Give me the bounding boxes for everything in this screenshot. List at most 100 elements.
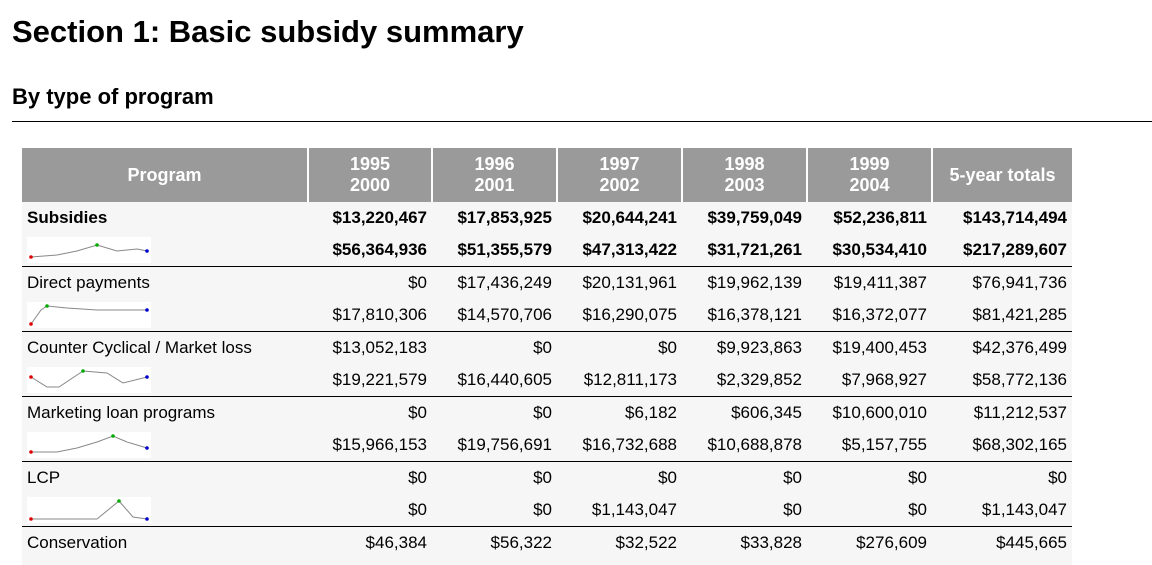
sparkline bbox=[27, 432, 151, 458]
value-cell: $0 bbox=[682, 461, 807, 494]
value-cell: $0 bbox=[432, 461, 557, 494]
value-cell: $5,157,755 bbox=[841, 435, 927, 454]
value-cell: $0 bbox=[308, 396, 432, 429]
sparkline-end bbox=[145, 446, 149, 450]
value-cell: $0 bbox=[308, 461, 432, 494]
divider bbox=[12, 121, 1152, 122]
program-cell bbox=[22, 234, 308, 267]
table-row: Subsidies $13,220,467 $17,853,925 $20,644,2… bbox=[22, 202, 1072, 234]
sparkline-start bbox=[29, 450, 33, 454]
value-cell: $17,810,306 bbox=[332, 305, 427, 324]
sparkline-path bbox=[30, 305, 147, 325]
header-text: 2001 bbox=[474, 175, 515, 195]
sparkline bbox=[27, 302, 151, 328]
value-cell: $0 bbox=[533, 500, 552, 519]
value-cell: $16,372,077 bbox=[832, 305, 927, 324]
value-cell: $0 bbox=[807, 461, 932, 494]
sparkline-start bbox=[29, 255, 33, 259]
program-cell: Marketing loan programs bbox=[22, 396, 308, 429]
sparkline-end bbox=[145, 517, 149, 521]
table-body: Subsidies $13,220,467 $17,853,925 $20,644,2… bbox=[22, 202, 1072, 559]
value-cell: $2,329,852 bbox=[716, 370, 802, 389]
table-row: $56,364,936 $51,355,579 $47,313,422 $31,721… bbox=[22, 234, 1072, 267]
header-text: 1999 bbox=[849, 154, 890, 174]
value-cell: $6,182 bbox=[557, 396, 682, 429]
program-cell: Counter Cyclical / Market loss bbox=[22, 331, 308, 364]
header-text: 2004 bbox=[849, 175, 890, 195]
table-wrap: Program 1995 2000 1996 2001 1997 2002 1998 2003 1… bbox=[22, 148, 1072, 565]
sparkline-end bbox=[145, 375, 149, 379]
table-row: Counter Cyclical / Market loss $13,052,18… bbox=[22, 331, 1072, 364]
value-cell: $0 bbox=[432, 331, 557, 364]
value-cell: $32,522 bbox=[557, 526, 682, 559]
sparkline-max bbox=[81, 369, 85, 373]
value-cell: $0 bbox=[557, 331, 682, 364]
column-header: Program bbox=[22, 148, 309, 202]
value-cell: $217,289,607 bbox=[963, 240, 1067, 259]
value-cell: $16,440,605 bbox=[457, 370, 552, 389]
program-name: Direct payments bbox=[27, 273, 150, 292]
value-cell: $47,313,422 bbox=[582, 240, 677, 259]
value-cell: $46,384 bbox=[308, 526, 432, 559]
value-cell: $56,322 bbox=[432, 526, 557, 559]
sparkline-max bbox=[117, 499, 121, 503]
value-cell: $9,923,863 bbox=[682, 331, 807, 364]
value-cell: $20,131,961 bbox=[557, 266, 682, 299]
value-cell: $10,600,010 bbox=[807, 396, 932, 429]
column-header: 1995 2000 bbox=[308, 148, 433, 202]
value-cell: $19,221,579 bbox=[332, 370, 427, 389]
value-cell: $19,411,387 bbox=[807, 266, 932, 299]
table-row: Conservation $46,384 $56,322 $32,522 $33,828… bbox=[22, 526, 1072, 559]
value-cell: $1,143,047 bbox=[981, 500, 1067, 519]
column-header: 1999 2004 bbox=[807, 148, 933, 202]
value-cell: $30,534,410 bbox=[832, 240, 927, 259]
sparkline-start bbox=[29, 375, 33, 379]
program-name: Conservation bbox=[27, 533, 128, 552]
value-cell: $68,302,165 bbox=[972, 435, 1067, 454]
program-cell: LCP bbox=[22, 461, 308, 494]
value-cell: $0 bbox=[557, 461, 682, 494]
sparkline-path bbox=[30, 370, 148, 388]
program-cell: Conservation bbox=[22, 526, 308, 559]
program-name: LCP bbox=[27, 468, 61, 487]
sparkline-start bbox=[29, 322, 33, 326]
sparkline-path bbox=[30, 244, 148, 258]
value-cell: $17,853,925 bbox=[457, 208, 552, 227]
header-text: 1996 bbox=[474, 154, 515, 174]
program-cell bbox=[22, 494, 308, 527]
value-cell: $19,756,691 bbox=[457, 435, 552, 454]
value-cell: $16,732,688 bbox=[582, 435, 677, 454]
value-cell: $0 bbox=[308, 266, 432, 299]
table-row: Direct payments $0 $17,436,249 $20,131,961 $… bbox=[22, 266, 1072, 299]
header-text: 2000 bbox=[349, 175, 391, 195]
value-cell: $19,962,139 bbox=[682, 266, 807, 299]
sparkline-path bbox=[31, 435, 148, 453]
summary-table: Program 1995 2000 1996 2001 1997 2002 1998 2003 1… bbox=[22, 148, 1072, 559]
value-cell: $1,143,047 bbox=[591, 500, 677, 519]
value-cell: $16,290,075 bbox=[582, 305, 677, 324]
value-cell: $276,609 bbox=[807, 526, 932, 559]
value-cell: $19,400,453 bbox=[807, 331, 932, 364]
program-cell bbox=[22, 299, 308, 332]
program-cell: Direct payments bbox=[22, 266, 308, 299]
value-cell: $143,714,494 bbox=[963, 208, 1067, 227]
header-row: Program 1995 2000 1996 2001 1997 2002 1998 2003 1… bbox=[22, 148, 1072, 202]
value-cell: $52,236,811 bbox=[833, 208, 927, 227]
value-cell: $13,220,467 bbox=[332, 208, 427, 227]
value-cell: $39,759,049 bbox=[707, 208, 802, 227]
table-row: $19,221,579 $16,440,605 $12,811,173 $2,329,… bbox=[22, 364, 1072, 397]
sparkline-path bbox=[31, 500, 148, 520]
value-cell: $11,212,537 bbox=[932, 396, 1072, 429]
program-name: Subsidies bbox=[27, 208, 108, 227]
sparkline bbox=[27, 497, 151, 523]
header-text: 1998 bbox=[724, 154, 765, 174]
sparkline-start bbox=[29, 517, 33, 521]
value-cell: $10,688,878 bbox=[707, 435, 802, 454]
column-header: 1996 2001 bbox=[432, 148, 558, 202]
value-cell: $51,355,579 bbox=[457, 240, 552, 259]
program-name: Marketing loan programs bbox=[27, 403, 216, 422]
value-cell: $12,811,173 bbox=[583, 370, 677, 389]
subtitle: By type of program bbox=[12, 84, 214, 109]
value-cell: $0 bbox=[908, 500, 927, 519]
